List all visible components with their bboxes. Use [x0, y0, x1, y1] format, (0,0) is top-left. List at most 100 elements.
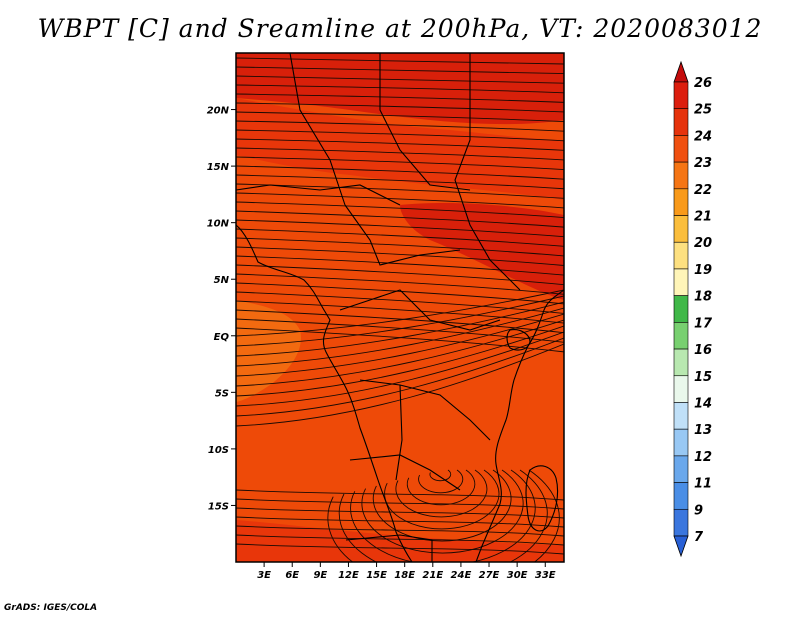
streamline-12 — [236, 165, 564, 180]
colorbar-segment-4 — [673, 161, 689, 190]
streamline-32 — [236, 295, 564, 347]
colorbar-segment-11 — [673, 348, 689, 377]
border-4 — [236, 184, 401, 206]
x-tick-label-5: 18E — [394, 570, 415, 581]
colorbar-segment-17 — [673, 508, 689, 537]
colorbar-segment-6 — [673, 215, 689, 243]
x-tick-label-4: 15E — [366, 570, 387, 581]
colorbar-segment-14 — [673, 428, 689, 457]
coastline-east — [475, 289, 564, 562]
x-tick-label-8: 27E — [479, 570, 500, 581]
border-10 — [395, 384, 403, 481]
coastlines-borders — [236, 53, 564, 562]
y-tick-label-3: 5N — [214, 275, 230, 286]
colorbar-label-17: 7 — [694, 530, 704, 545]
x-tick-label-2: 9E — [313, 570, 327, 581]
streamline-6 — [236, 111, 564, 123]
colorbar-segment-16 — [673, 482, 689, 510]
streamline-22 — [236, 255, 564, 276]
streamline-44 — [395, 469, 488, 518]
colorbar-label-1: 25 — [694, 103, 712, 118]
colorbar-label-13: 13 — [694, 423, 712, 438]
streamline-21 — [236, 246, 564, 266]
colorbar-segment-10 — [673, 322, 689, 350]
streamline-24 — [236, 273, 564, 295]
streamline-17 — [236, 210, 564, 228]
colorbar-segment-13 — [673, 402, 689, 430]
colorbar-label-16: 9 — [694, 503, 703, 518]
streamline-40 — [236, 343, 564, 427]
x-tick-label-9: 30E — [507, 570, 528, 581]
colorbar-label-5: 21 — [694, 210, 712, 225]
x-tick-label-3: 12E — [338, 570, 359, 581]
streamline-50 — [327, 469, 560, 562]
grads-credit: GrADS: IGES/COLA — [4, 603, 98, 613]
colorbar-label-10: 16 — [694, 343, 712, 358]
colorbar-label-2: 24 — [694, 129, 712, 144]
streamline-51 — [236, 489, 564, 501]
streamline-14 — [236, 183, 564, 199]
border-2 — [379, 53, 471, 191]
streamline-25 — [236, 282, 564, 305]
streamline-13 — [236, 174, 564, 190]
streamline-18 — [236, 219, 564, 238]
colorbar-segment-9 — [673, 295, 689, 323]
chart-title: WBPT [C] and Sreamline at 200hPa, VT: 20… — [37, 14, 763, 43]
streamline-27 — [236, 300, 564, 324]
plot-frame — [235, 52, 565, 563]
streamline-23 — [236, 264, 564, 286]
streamline-3 — [236, 84, 564, 94]
colorbar-segment-15 — [673, 455, 689, 483]
streamline-34 — [236, 307, 564, 367]
x-tick-label-7: 24E — [451, 570, 472, 581]
streamline-55 — [236, 525, 564, 537]
y-tick-label-5: 5S — [215, 388, 229, 399]
border-8 — [349, 454, 461, 491]
y-tick-label-6: 10S — [208, 445, 229, 456]
streamline-7 — [236, 120, 564, 132]
streamline-5 — [236, 102, 564, 113]
field-high-band — [400, 203, 564, 300]
streamline-41 — [429, 469, 452, 482]
streamline-8 — [236, 129, 564, 142]
border-1 — [289, 53, 346, 206]
colorbar-label-4: 22 — [694, 183, 712, 198]
lake-victoria — [506, 329, 531, 351]
colorbar-label-14: 12 — [694, 450, 712, 465]
border-7 — [359, 379, 491, 441]
x-tick-label-6: 21E — [422, 570, 443, 581]
colorbar-label-12: 14 — [694, 396, 712, 411]
streamline-48 — [350, 469, 536, 562]
streamline-28 — [236, 309, 564, 334]
streamline-9 — [236, 138, 564, 151]
streamline-57 — [236, 543, 564, 555]
streamline-4 — [236, 93, 564, 103]
x-tick-label-1: 6E — [285, 570, 299, 581]
streamline-30 — [236, 327, 564, 353]
streamline-20 — [236, 237, 564, 257]
colorbar-top-arrow — [673, 60, 689, 83]
streamline-37 — [236, 325, 564, 397]
coastline-west — [236, 224, 413, 562]
x-tick-label-10: 33E — [535, 570, 556, 581]
colorbar-label-9: 17 — [694, 316, 713, 331]
border-9 — [345, 534, 433, 562]
y-tick-label-2: 10N — [207, 219, 230, 230]
colorbar-segment-7 — [673, 241, 689, 270]
x-tick-label-0: 3E — [257, 570, 271, 581]
colorbar-label-0: 26 — [694, 76, 712, 91]
colorbar-label-8: 18 — [694, 290, 712, 305]
x-axis: 3E 6E 9E 12E 15E 18E 21E 24E 27E 30E 33E — [257, 562, 556, 581]
streamline-11 — [236, 156, 564, 171]
streamline-56 — [236, 534, 564, 546]
y-axis: 20N 15N 10N 5N EQ 5S 10S 15S — [207, 106, 236, 512]
streamline-47 — [361, 469, 524, 554]
streamline-36 — [236, 319, 564, 387]
streamline-19 — [236, 228, 564, 247]
border-6 — [339, 289, 501, 331]
colorbar-label-11: 15 — [694, 370, 712, 385]
colorbar-segment-3 — [673, 135, 689, 163]
streamline-53 — [236, 507, 564, 519]
streamline-31 — [236, 289, 564, 337]
